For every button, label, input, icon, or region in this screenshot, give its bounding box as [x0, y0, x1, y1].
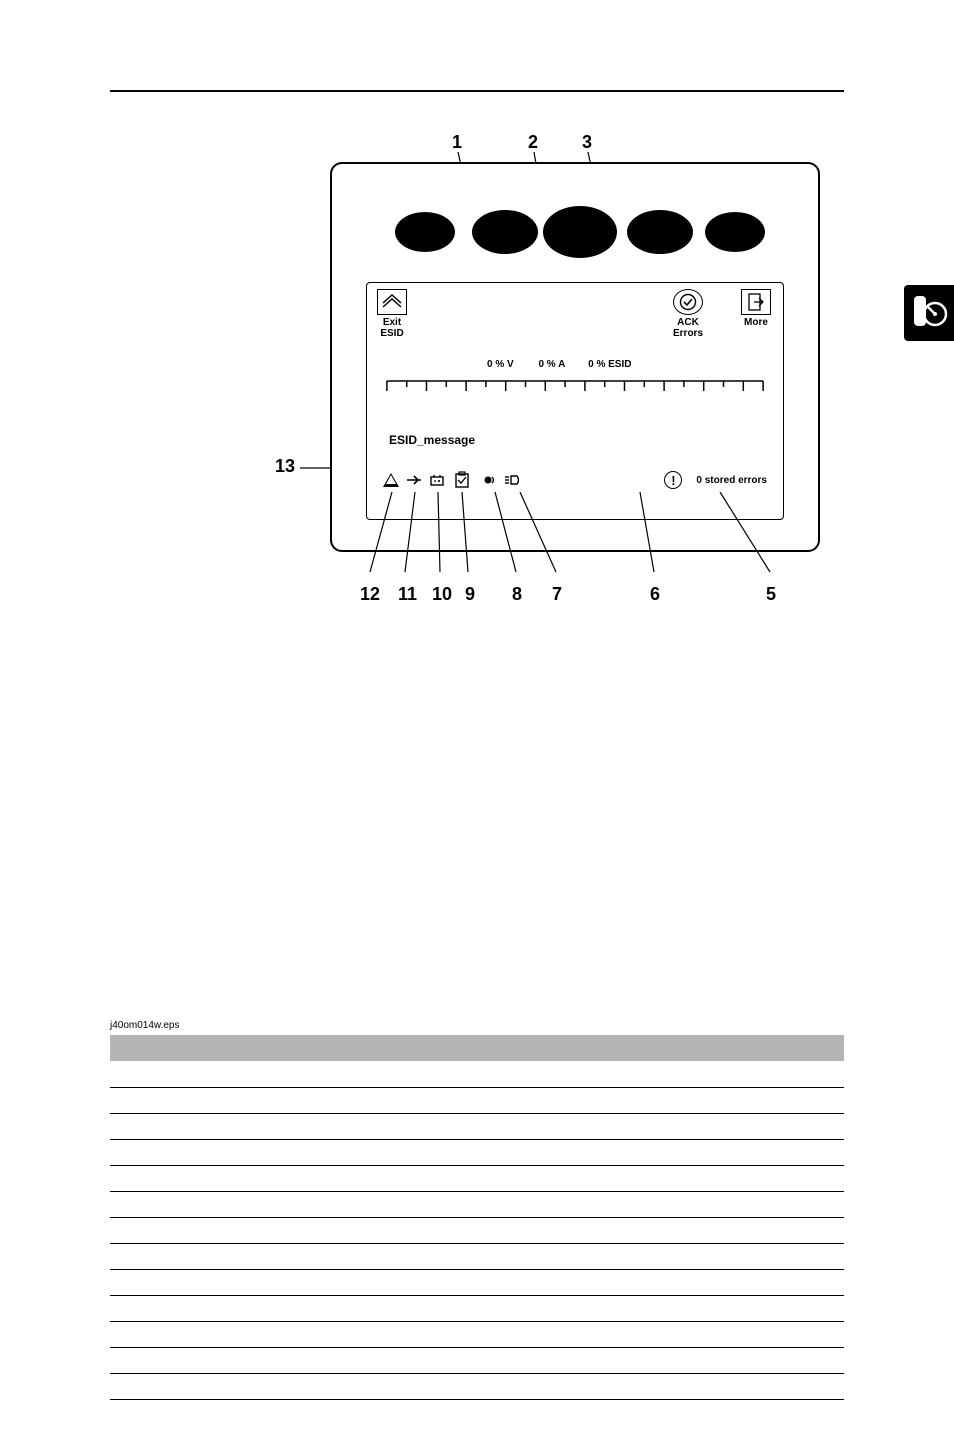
callout-2: 2: [528, 132, 538, 153]
table-row: [110, 1165, 844, 1191]
clipboard-icon: [453, 471, 471, 489]
table-header-row: [110, 1035, 844, 1061]
callout-7: 7: [552, 584, 562, 605]
knob-row: [332, 194, 818, 264]
exit-esid-button[interactable]: Exit ESID: [377, 289, 407, 339]
callout-1: 1: [452, 132, 462, 153]
table-row: [110, 1139, 844, 1165]
wrench-gauge-icon: [910, 292, 948, 334]
callout-5: 5: [766, 584, 776, 605]
table-row: [110, 1321, 844, 1347]
status-icon-row: ! 0 stored errors: [383, 467, 767, 493]
scale-area: 0 % V 0 % A 0 % ESID: [377, 365, 773, 405]
callout-6: 6: [650, 584, 660, 605]
table-header-1: [110, 1035, 521, 1061]
scale-labels: 0 % V 0 % A 0 % ESID: [377, 359, 773, 370]
more-button[interactable]: More: [741, 289, 771, 328]
scale-v: 0 % V: [487, 359, 514, 370]
home-icon: [377, 289, 407, 315]
section-rule: [110, 90, 844, 92]
callout-8: 8: [512, 584, 522, 605]
table-row: [110, 1061, 844, 1087]
table-header-2: [521, 1035, 844, 1061]
ack-label-2: Errors: [673, 328, 703, 339]
ruler-icon: [377, 377, 773, 401]
more-label: More: [741, 317, 771, 328]
exit-label-1: Exit: [377, 317, 407, 328]
table-row: [110, 1217, 844, 1243]
page: 1 2 3 4 13: [0, 0, 954, 1440]
table-row: [110, 1295, 844, 1321]
callout-3: 3: [582, 132, 592, 153]
callout-9: 9: [465, 584, 475, 605]
eps-filename: j40om014w.eps: [110, 1020, 844, 1031]
table-row: [110, 1113, 844, 1139]
battery-icon: [429, 473, 447, 487]
warning-triangle-icon: [383, 473, 399, 487]
callout-11: 11: [398, 584, 417, 605]
table-row: [110, 1087, 844, 1113]
table-row: [110, 1191, 844, 1217]
ack-errors-button[interactable]: ACK Errors: [673, 289, 703, 339]
legend-table: [110, 1035, 844, 1400]
table-row: [110, 1243, 844, 1269]
exit-label-2: ESID: [377, 328, 407, 339]
arrow-icon: [405, 473, 423, 487]
table-row: [110, 1347, 844, 1373]
esid-message: ESID_message: [389, 433, 475, 447]
ack-label-1: ACK: [673, 317, 703, 328]
device-screen: Exit ESID ACK Errors: [366, 282, 784, 520]
scale-esid: 0 % ESID: [588, 359, 631, 370]
callout-13: 13: [275, 456, 295, 477]
page-arrow-icon: [741, 289, 771, 315]
callout-10: 10: [432, 584, 452, 605]
alert-circle-icon: !: [664, 471, 682, 489]
callout-12: 12: [360, 584, 380, 605]
stored-errors-text: 0 stored errors: [696, 475, 767, 486]
check-icon: [673, 289, 703, 315]
lamp-icon: [503, 473, 521, 487]
table-row: [110, 1269, 844, 1295]
diagram: 1 2 3 4 13: [220, 162, 840, 552]
table-row: [110, 1373, 844, 1399]
device-panel: Exit ESID ACK Errors: [330, 162, 820, 552]
section-thumb-tab: [904, 285, 954, 341]
scale-a: 0 % A: [538, 359, 565, 370]
record-icon: [483, 473, 497, 487]
